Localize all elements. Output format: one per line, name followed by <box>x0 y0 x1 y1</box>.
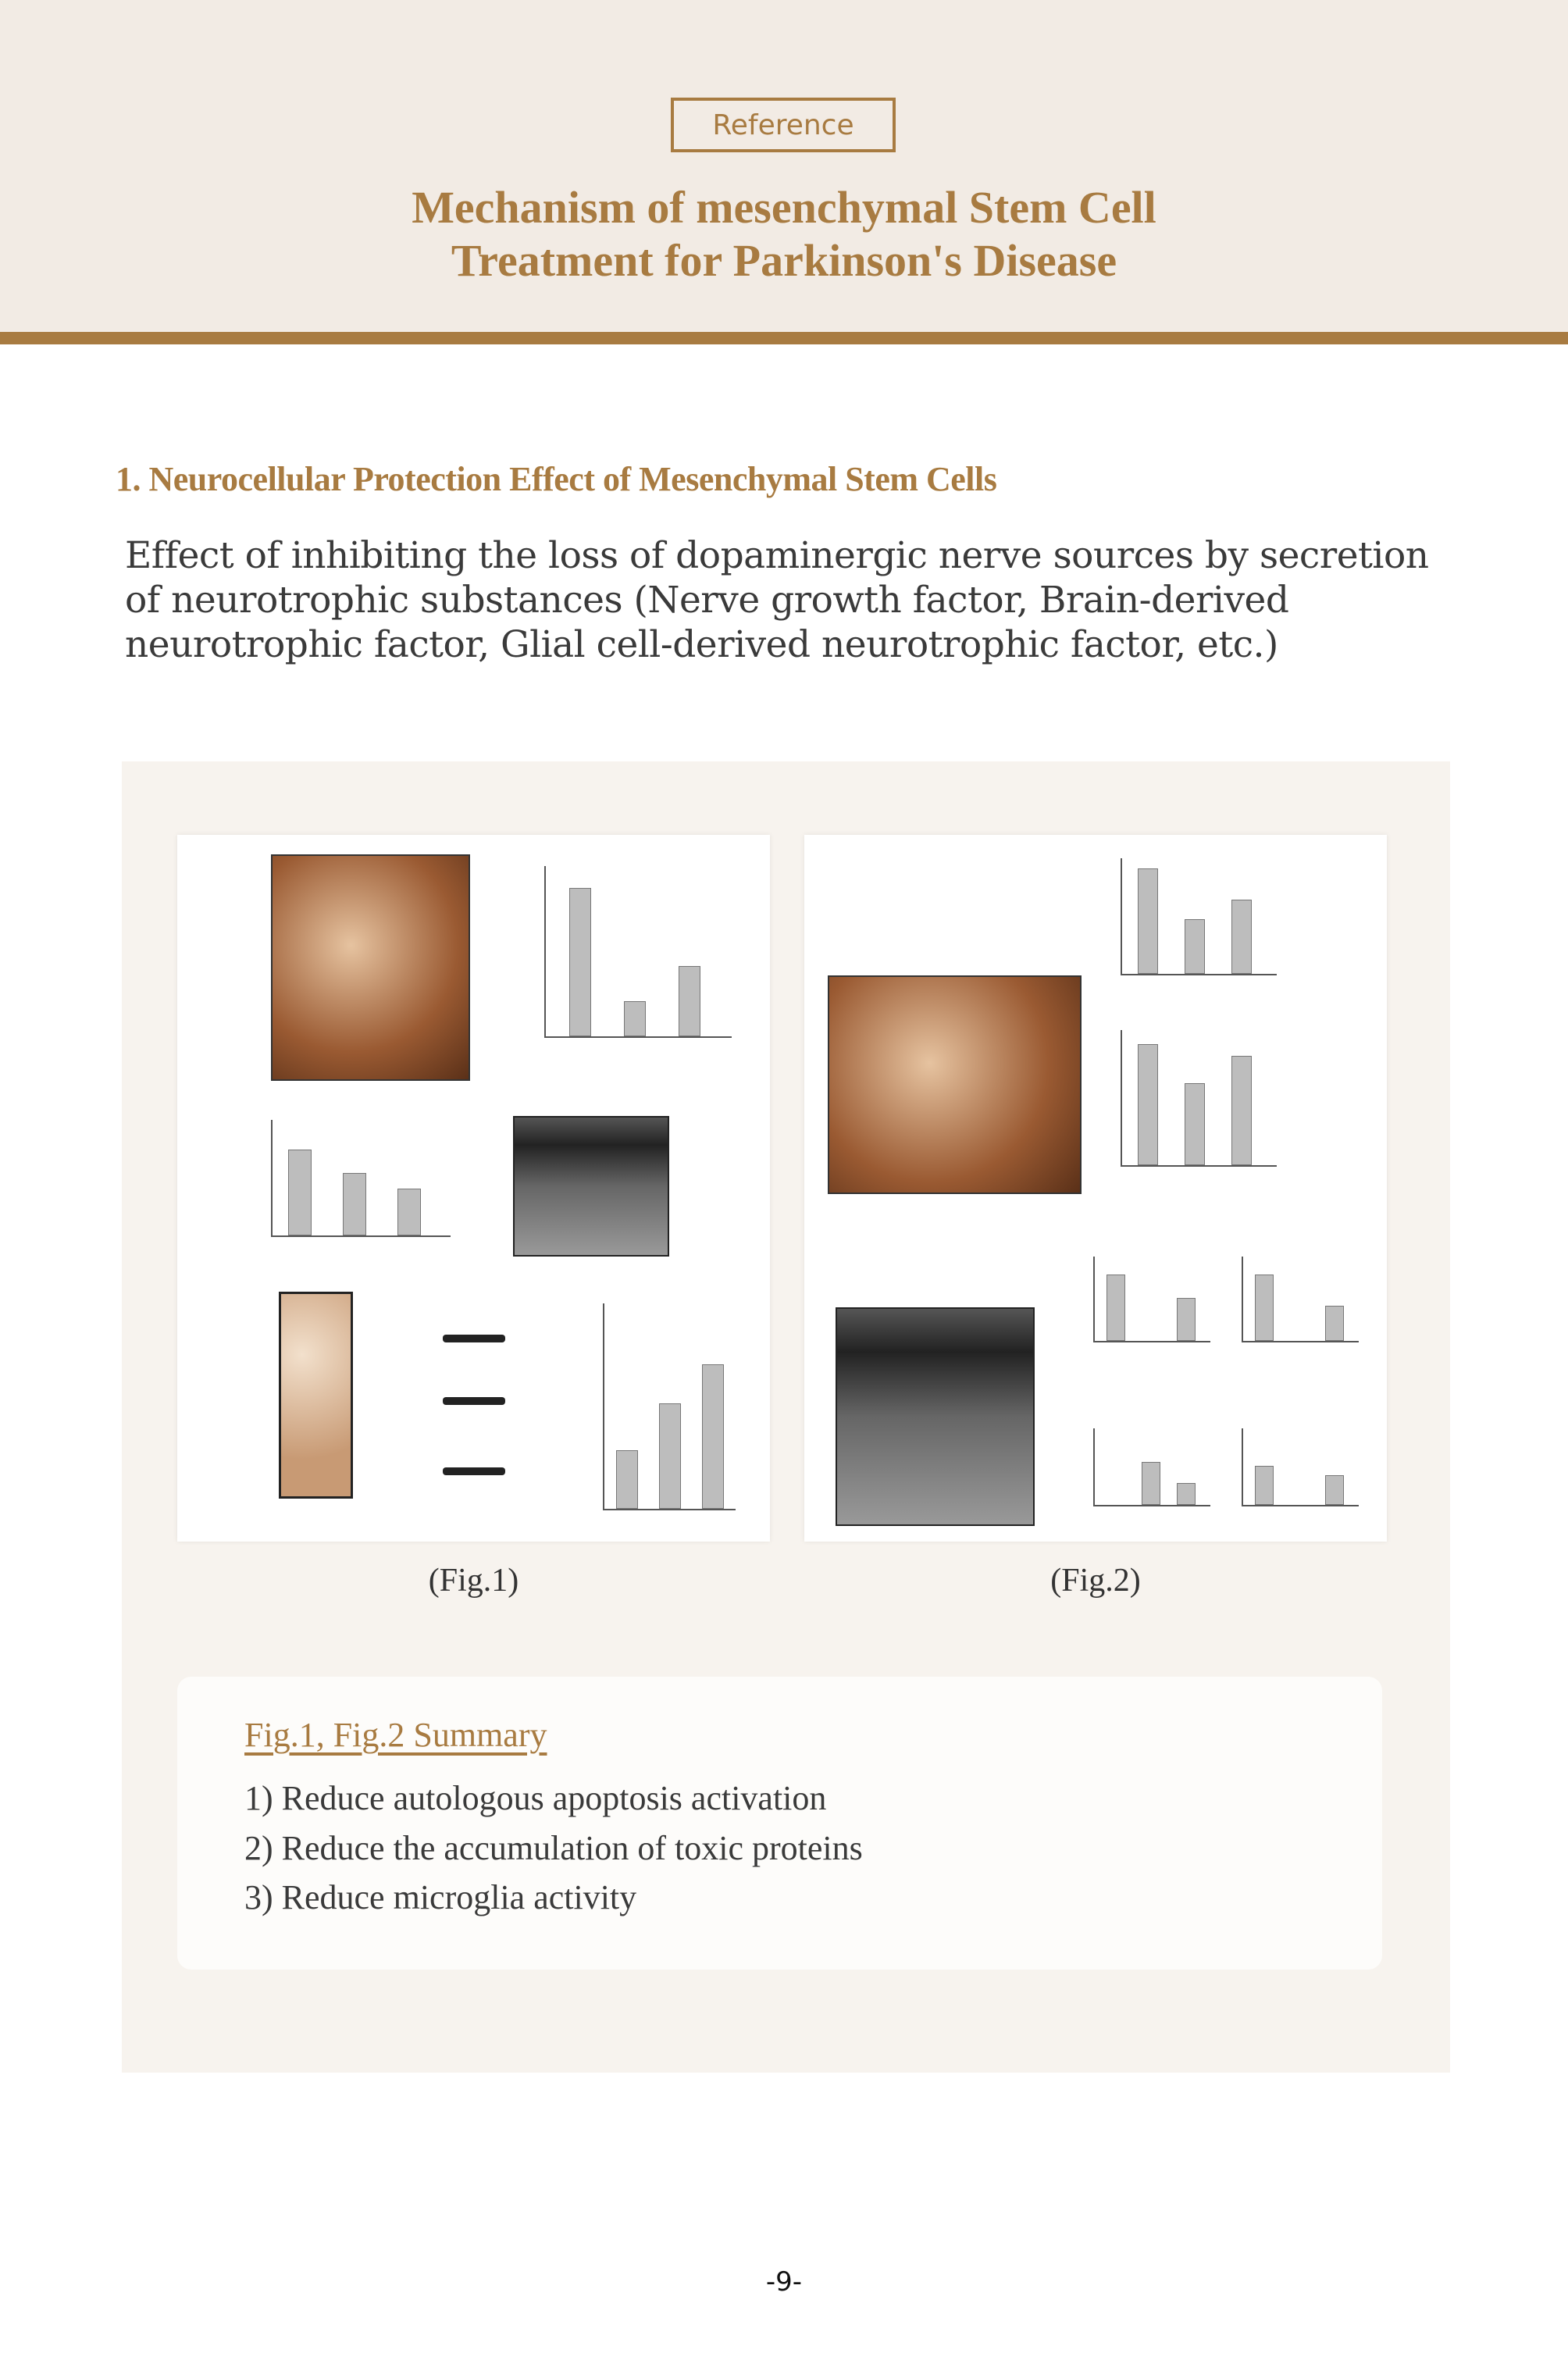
section-body: Effect of inhibiting the loss of dopamin… <box>125 534 1429 666</box>
bar-chart-graphic <box>1121 858 1277 975</box>
tissue-micrograph <box>271 854 470 1081</box>
summary-item: 2) Reduce the accumulation of toxic prot… <box>244 1829 863 1867</box>
bar-chart-graphic <box>603 1303 736 1510</box>
header-divider <box>0 332 1568 344</box>
bar-chart-graphic <box>271 1120 451 1237</box>
page-title: Mechanism of mesenchymal Stem Cell Treat… <box>0 181 1568 287</box>
bar-chart-graphic <box>544 866 732 1038</box>
western-blot-graphic <box>513 1116 669 1257</box>
section-heading: 1. Neurocellular Protection Effect of Me… <box>116 460 997 498</box>
figure-1-image <box>177 835 770 1542</box>
bar-chart-graphic <box>1121 1030 1277 1167</box>
reference-badge: Reference <box>671 98 896 152</box>
summary-item: 3) Reduce microglia activity <box>244 1878 637 1916</box>
bar-chart-graphic <box>1093 1257 1210 1342</box>
summary-item: 1) Reduce autologous apoptosis activatio… <box>244 1779 827 1817</box>
bar-chart-graphic <box>1242 1428 1359 1506</box>
bar-chart-graphic <box>1242 1257 1359 1342</box>
summary-card <box>177 1677 1382 1970</box>
figure-2-caption: (Fig.2) <box>1050 1563 1141 1599</box>
western-blot-graphic <box>836 1307 1035 1526</box>
summary-title: Fig.1, Fig.2 Summary <box>244 1716 547 1754</box>
page-number: -9- <box>765 2266 803 2298</box>
figure-2-image <box>804 835 1387 1542</box>
tissue-micrograph <box>279 1292 353 1499</box>
title-line-2: Treatment for Parkinson's Disease <box>451 235 1117 286</box>
figure-1-caption: (Fig.1) <box>428 1563 519 1599</box>
title-line-1: Mechanism of mesenchymal Stem Cell <box>412 182 1156 233</box>
tissue-micrograph <box>828 975 1082 1194</box>
bar-chart-graphic <box>1093 1428 1210 1506</box>
header-band <box>0 0 1568 332</box>
